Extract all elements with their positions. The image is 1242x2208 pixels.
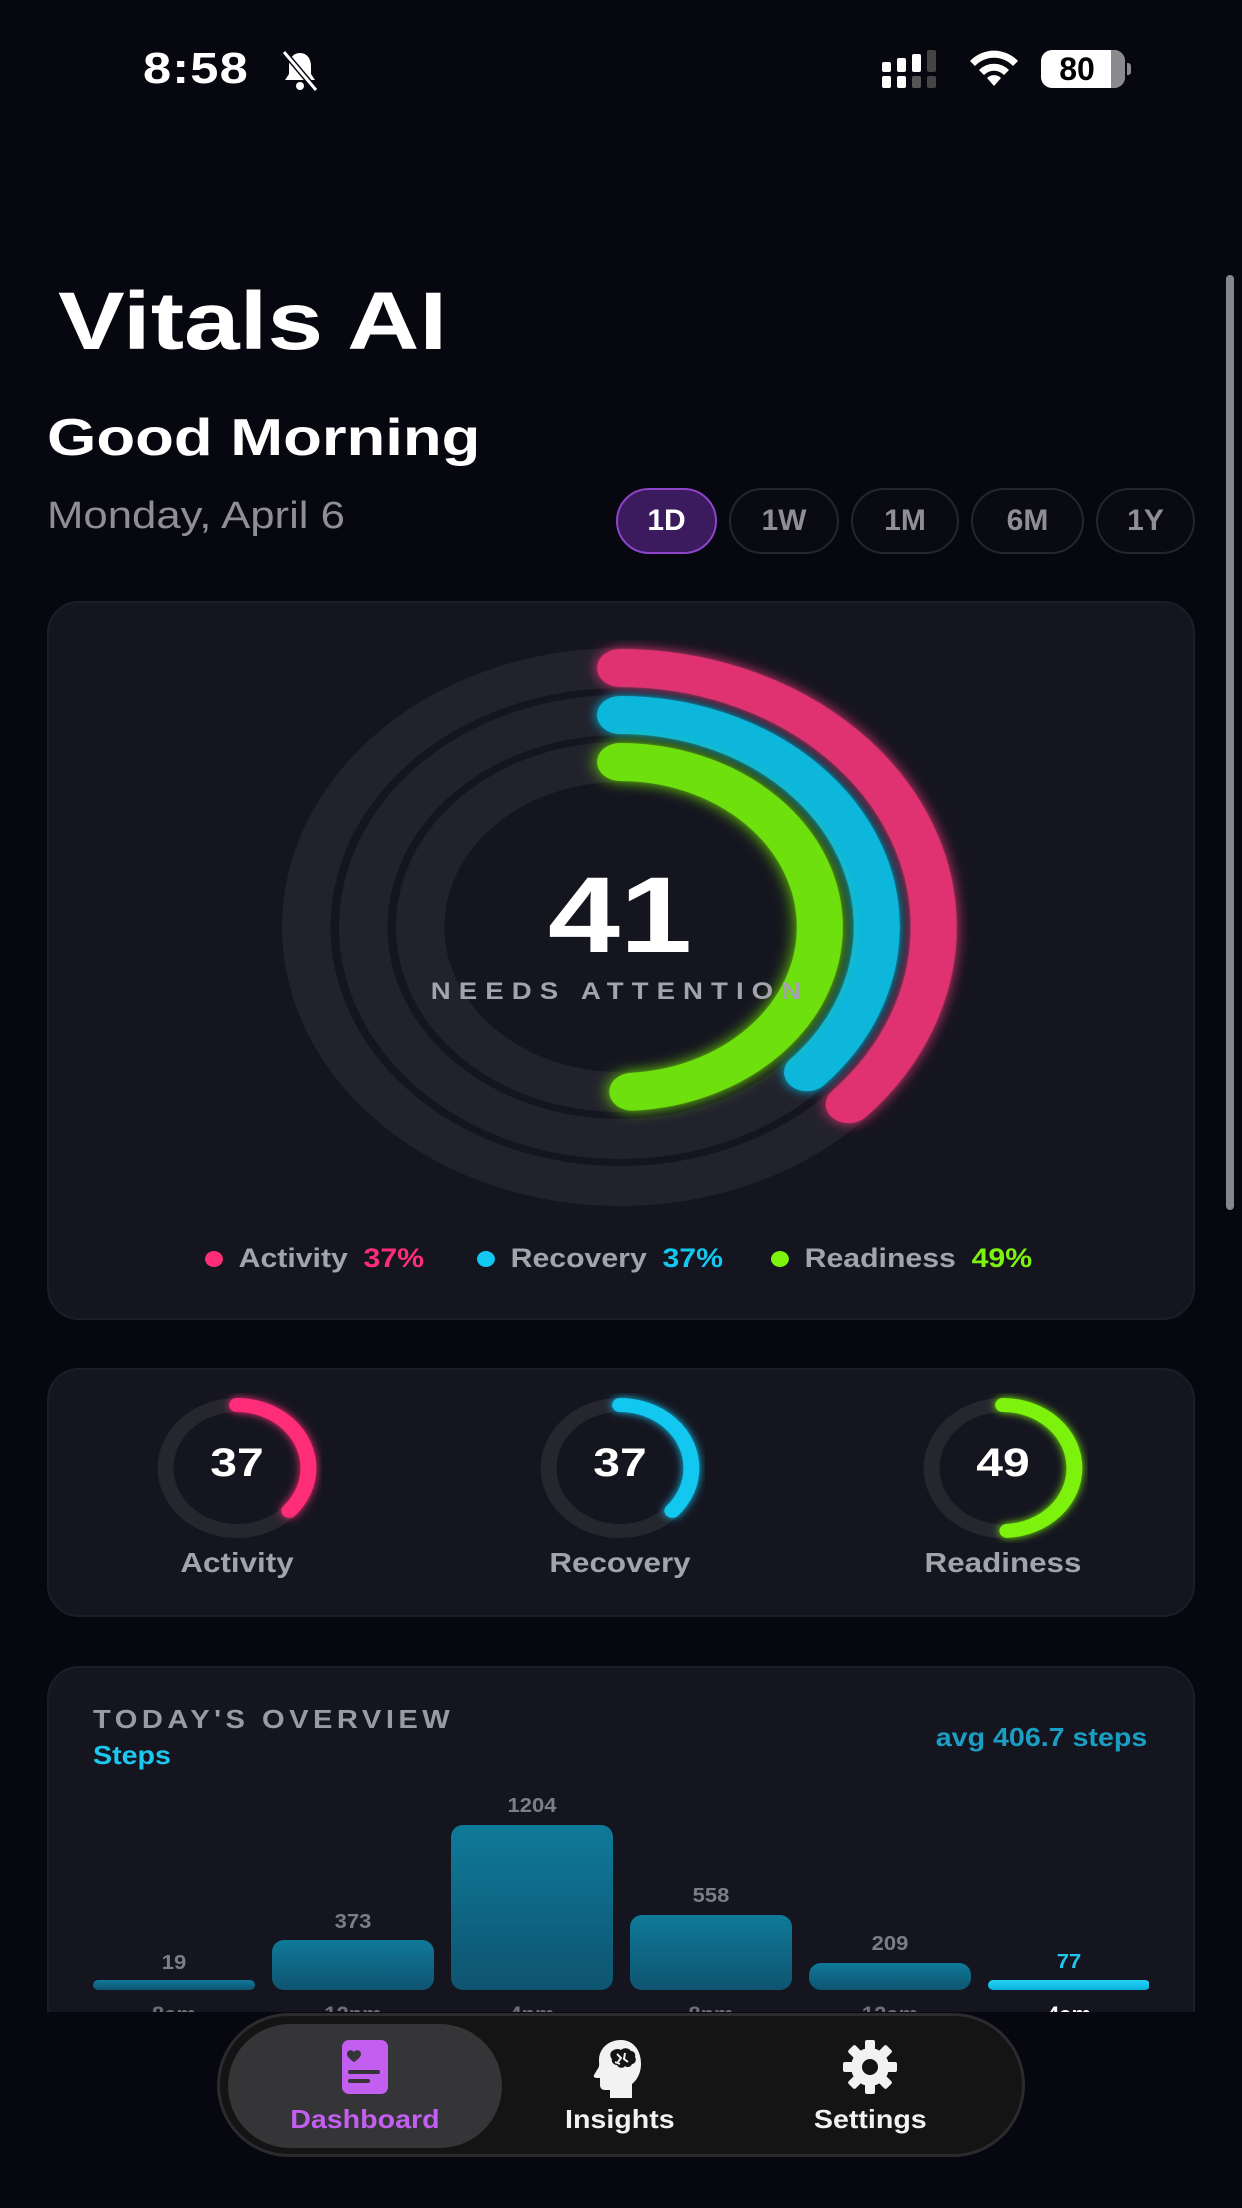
readiness-dot-icon — [771, 1250, 789, 1267]
readiness-mini-ring — [923, 1398, 1083, 1538]
range-1y-button[interactable]: 1Y — [1096, 488, 1195, 554]
rings-legend: Activity 37% Recovery 37% Readiness 49% — [0, 1243, 1242, 1283]
todays-overview-card — [47, 1666, 1195, 2012]
legend-readiness: Readiness 49% — [771, 1243, 1032, 1274]
tab-dashboard[interactable]: Dashboard — [228, 2024, 502, 2148]
chart-bar[interactable]: 209 12am — [809, 1790, 971, 2012]
chart-bar-current[interactable]: 77 4am — [988, 1790, 1149, 2012]
steps-bar-chart: 19 8am 373 12pm 1204 4pm 558 8pm 209 12a… — [93, 1790, 1149, 2012]
overview-average: avg 406.7 steps — [935, 1722, 1147, 1752]
recovery-ring — [340, 696, 900, 1158]
chart-bar[interactable]: 1204 4pm — [451, 1790, 613, 2012]
greeting: Good Morning — [47, 409, 481, 467]
recovery-dot-icon — [477, 1250, 495, 1267]
tab-bar: Dashboard Insights Settings — [217, 2013, 1025, 2157]
scrollbar[interactable] — [1226, 275, 1234, 1210]
chart-bar[interactable]: 19 8am — [93, 1790, 255, 2012]
activity-dot-icon — [205, 1250, 223, 1267]
score-status-label: NEEDS ATTENTION — [430, 978, 810, 1005]
vitals-rings-chart — [282, 648, 958, 1206]
overview-title: TODAY'S OVERVIEW — [93, 1704, 455, 1734]
overall-score: 41 — [547, 854, 693, 975]
gear-icon — [843, 2039, 897, 2094]
bell-slash-icon — [281, 50, 319, 92]
chart-bar[interactable]: 558 8pm — [630, 1790, 792, 2012]
readiness-ring — [397, 743, 843, 1111]
health-card-icon — [342, 2039, 388, 2094]
brain-head-icon — [593, 2039, 641, 2098]
activity-mini-ring — [157, 1398, 317, 1538]
readiness-score-tile[interactable]: 49 Readiness — [883, 1393, 1123, 1593]
overview-metric-selector[interactable]: Steps — [93, 1740, 171, 1770]
range-1m-button[interactable]: 1M — [851, 488, 959, 554]
tab-insights[interactable]: Insights — [520, 2024, 720, 2148]
legend-recovery: Recovery 37% — [477, 1243, 723, 1274]
battery-indicator: 80 — [1041, 50, 1131, 88]
date-label: Monday, April 6 — [47, 495, 345, 537]
range-6m-button[interactable]: 6M — [971, 488, 1084, 554]
legend-activity: Activity 37% — [205, 1243, 424, 1274]
status-time: 8:58 — [143, 44, 249, 93]
range-1w-button[interactable]: 1W — [729, 488, 839, 554]
chart-bar[interactable]: 373 12pm — [272, 1790, 434, 2012]
wifi-icon — [970, 50, 1018, 86]
activity-score-tile[interactable]: 37 Activity — [117, 1393, 357, 1593]
range-1d-button[interactable]: 1D — [616, 488, 717, 554]
recovery-score-tile[interactable]: 37 Recovery — [500, 1393, 740, 1593]
tab-settings[interactable]: Settings — [770, 2024, 970, 2148]
activity-ring — [283, 649, 957, 1205]
recovery-mini-ring — [540, 1398, 700, 1538]
cellular-signal-icon — [882, 50, 936, 88]
app-title: Vitals AI — [58, 276, 448, 367]
